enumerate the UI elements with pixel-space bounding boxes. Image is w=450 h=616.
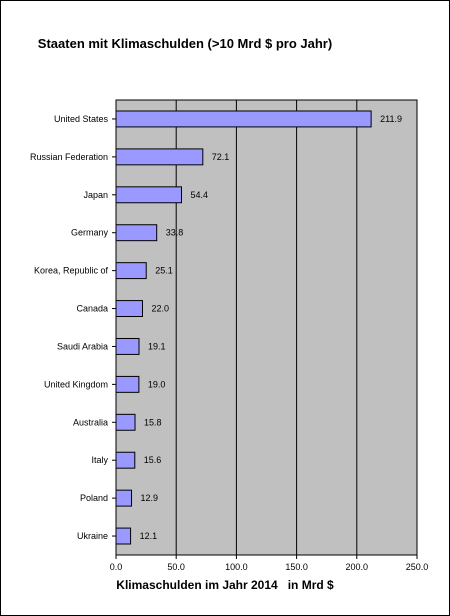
category-label: Italy <box>91 455 108 465</box>
x-tick-label: 200.0 <box>346 562 369 572</box>
bar <box>115 110 372 128</box>
category-label: United Kingdom <box>44 379 108 389</box>
value-label: 15.6 <box>144 455 162 465</box>
value-label: 12.9 <box>141 493 159 503</box>
x-tick-label: 100.0 <box>225 562 248 572</box>
value-label: 19.1 <box>148 341 166 351</box>
value-label: 33.8 <box>166 228 184 238</box>
gridlines <box>175 100 358 555</box>
category-label: Poland <box>80 493 108 503</box>
value-label: 12.1 <box>140 531 158 541</box>
value-label: 54.4 <box>190 190 208 200</box>
x-tick-label: 150.0 <box>285 562 308 572</box>
bar <box>115 337 140 355</box>
bar <box>115 148 204 166</box>
x-tick-label: 250.0 <box>406 562 429 572</box>
category-label: Germany <box>71 228 109 238</box>
value-label: 22.0 <box>151 304 169 314</box>
category-label: Russian Federation <box>30 152 108 162</box>
category-label: Saudi Arabia <box>57 341 108 351</box>
value-label: 15.8 <box>144 417 162 427</box>
value-label: 19.0 <box>148 379 166 389</box>
category-label: Korea, Republic of <box>34 266 109 276</box>
bar <box>115 527 132 545</box>
bar <box>115 413 136 431</box>
category-label: United States <box>54 114 109 124</box>
value-label: 25.1 <box>155 266 173 276</box>
value-labels: 211.9 72.1 54.4 33.8 25.1 22.0 19.1 19.0 15.8 15.… <box>140 114 402 541</box>
category-labels: United States Russian Federation Japan Germ… <box>30 114 116 541</box>
category-label: Japan <box>83 190 108 200</box>
x-axis-label: Klimaschulden im Jahr 2014 in Mrd $ <box>116 578 334 592</box>
bar <box>115 262 147 280</box>
category-label: Australia <box>73 417 108 427</box>
bar <box>115 186 182 204</box>
bar <box>115 224 158 242</box>
bar <box>115 451 136 469</box>
chart-title: Staaten mit Klimaschulden (>10 Mrd $ pro… <box>37 36 333 51</box>
category-label: Canada <box>76 304 108 314</box>
bar <box>115 375 140 393</box>
category-label: Ukraine <box>77 531 108 541</box>
value-label: 211.9 <box>380 114 402 124</box>
plot-area <box>115 99 418 556</box>
bar <box>115 489 133 507</box>
bars <box>115 110 372 545</box>
x-tick-label: 0.0 <box>110 562 123 572</box>
value-label: 72.1 <box>212 152 230 162</box>
x-tick-label: 50.0 <box>167 562 185 572</box>
bar <box>115 300 143 318</box>
x-axis-ticks: 0.0 50.0 100.0 150.0 200.0 250.0 <box>110 555 429 572</box>
